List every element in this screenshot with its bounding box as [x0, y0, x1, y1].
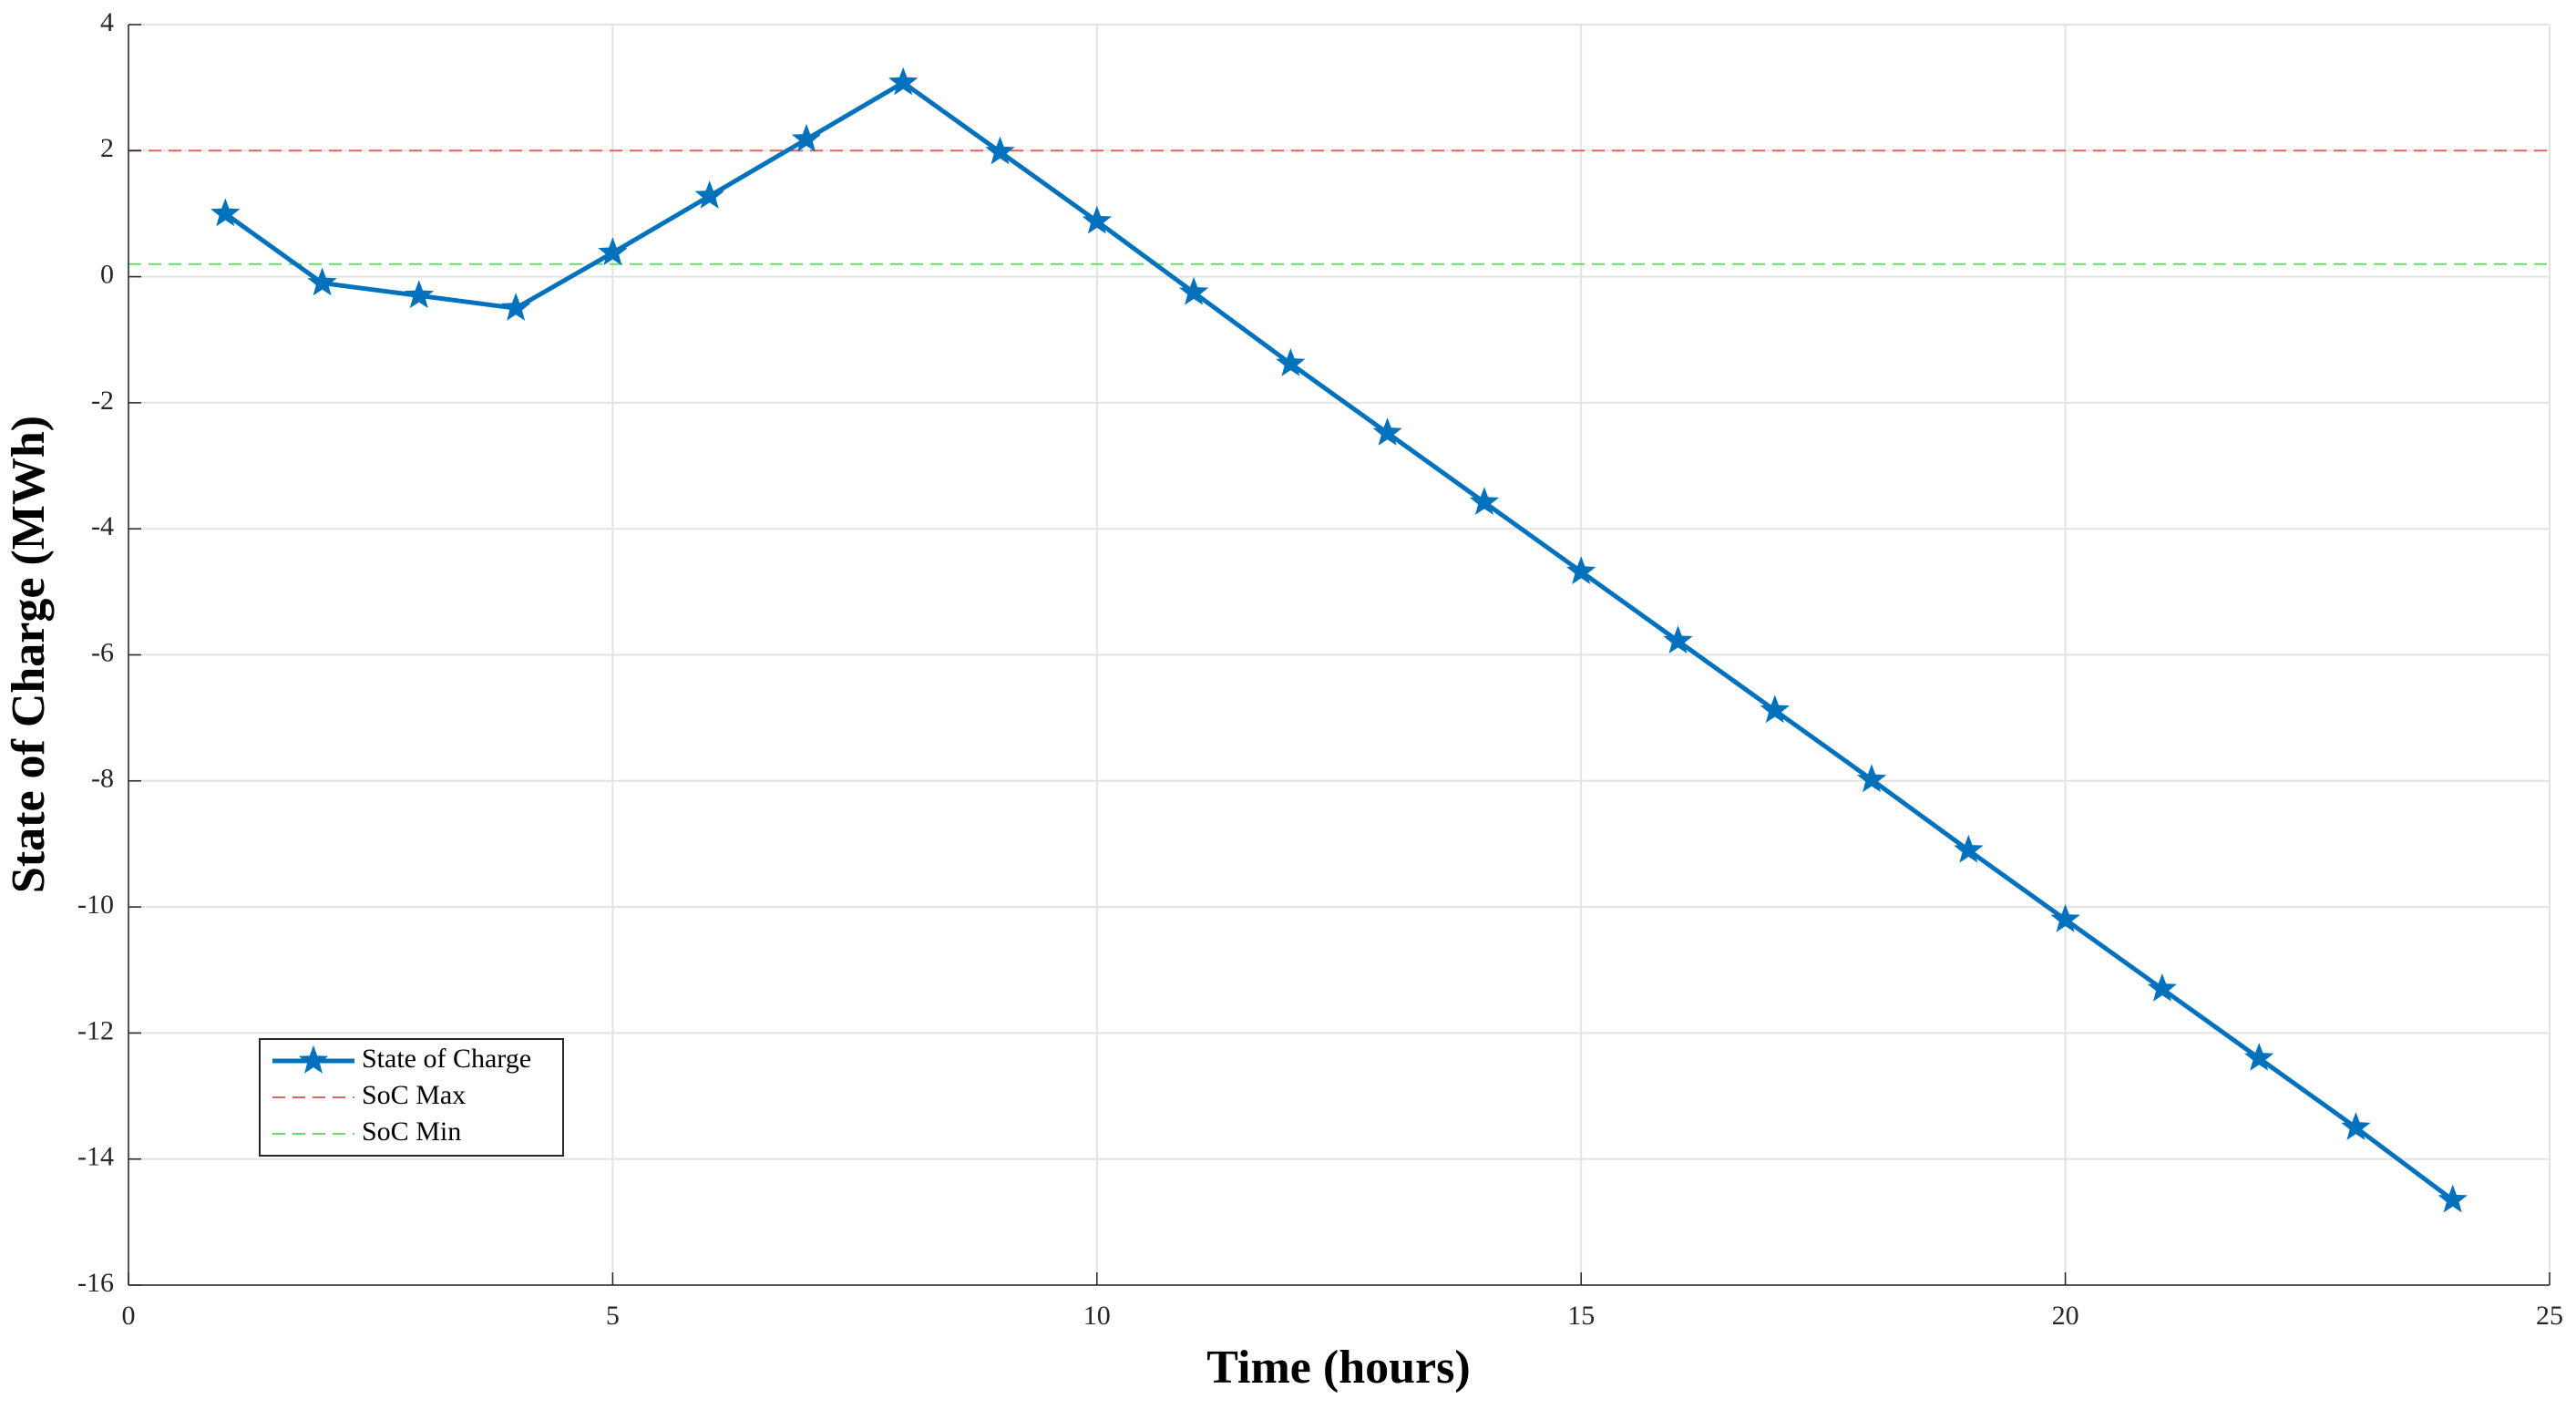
y-tick-label: 0	[100, 259, 114, 289]
axes: 0 5 10 15 20 25 -16 -14 -12 -10 -8 -6 -4 -2 0 2 4	[77, 7, 2563, 1331]
point-marker	[791, 123, 822, 152]
point-marker	[2341, 1112, 2371, 1140]
series-line	[223, 79, 2455, 1202]
y-tick-label: -8	[91, 764, 114, 794]
y-tick-label: -16	[77, 1268, 114, 1298]
point-marker	[1663, 625, 1693, 653]
y-tick-label: 4	[100, 7, 114, 37]
point-marker	[501, 293, 531, 321]
grid	[128, 24, 2550, 1286]
x-tick-label: 20	[2052, 1301, 2079, 1331]
plot-area	[210, 67, 2468, 1213]
point-marker	[2244, 1043, 2274, 1071]
point-marker	[1469, 487, 1500, 515]
point-marker	[1954, 834, 1984, 863]
point-marker	[1856, 764, 1887, 793]
y-tick-label: -4	[91, 511, 114, 541]
point-marker	[1178, 276, 1209, 305]
point-marker	[694, 180, 724, 209]
x-tick-label: 15	[1567, 1301, 1595, 1331]
point-marker	[1760, 695, 1790, 724]
x-tick-label: 5	[606, 1301, 620, 1331]
x-tick-label: 0	[122, 1301, 136, 1331]
point-marker	[307, 267, 337, 296]
y-tick-label: -6	[91, 637, 114, 667]
legend-label: State of Charge	[362, 1044, 531, 1074]
y-tick-label: -14	[77, 1142, 114, 1172]
legend: State of Charge SoC Max SoC Min	[259, 1038, 564, 1157]
y-axis-title: State of Charge (MWh)	[3, 416, 55, 893]
point-marker	[888, 67, 919, 96]
x-tick-label: 10	[1083, 1301, 1111, 1331]
point-marker	[2437, 1184, 2468, 1213]
point-marker	[210, 198, 241, 227]
point-marker	[1082, 205, 1112, 234]
x-axis-title: Time (hours)	[1206, 1342, 1470, 1394]
legend-label: SoC Max	[362, 1080, 466, 1110]
reference-lines	[128, 149, 2550, 265]
point-marker	[985, 136, 1015, 165]
y-tick-label: -12	[77, 1015, 114, 1045]
point-marker	[404, 280, 434, 309]
y-tick-label: 2	[100, 133, 114, 163]
x-tick-label: 25	[2536, 1301, 2563, 1331]
y-tick-label: -2	[91, 386, 114, 416]
y-tick-label: -10	[77, 890, 114, 920]
point-marker	[1372, 417, 1402, 446]
point-marker	[1566, 556, 1596, 584]
point-marker	[598, 237, 628, 266]
point-marker	[1276, 348, 1306, 376]
legend-label: SoC Min	[362, 1116, 461, 1147]
point-marker	[2147, 973, 2177, 1002]
legend-marker	[298, 1045, 329, 1074]
point-marker	[2050, 903, 2080, 932]
